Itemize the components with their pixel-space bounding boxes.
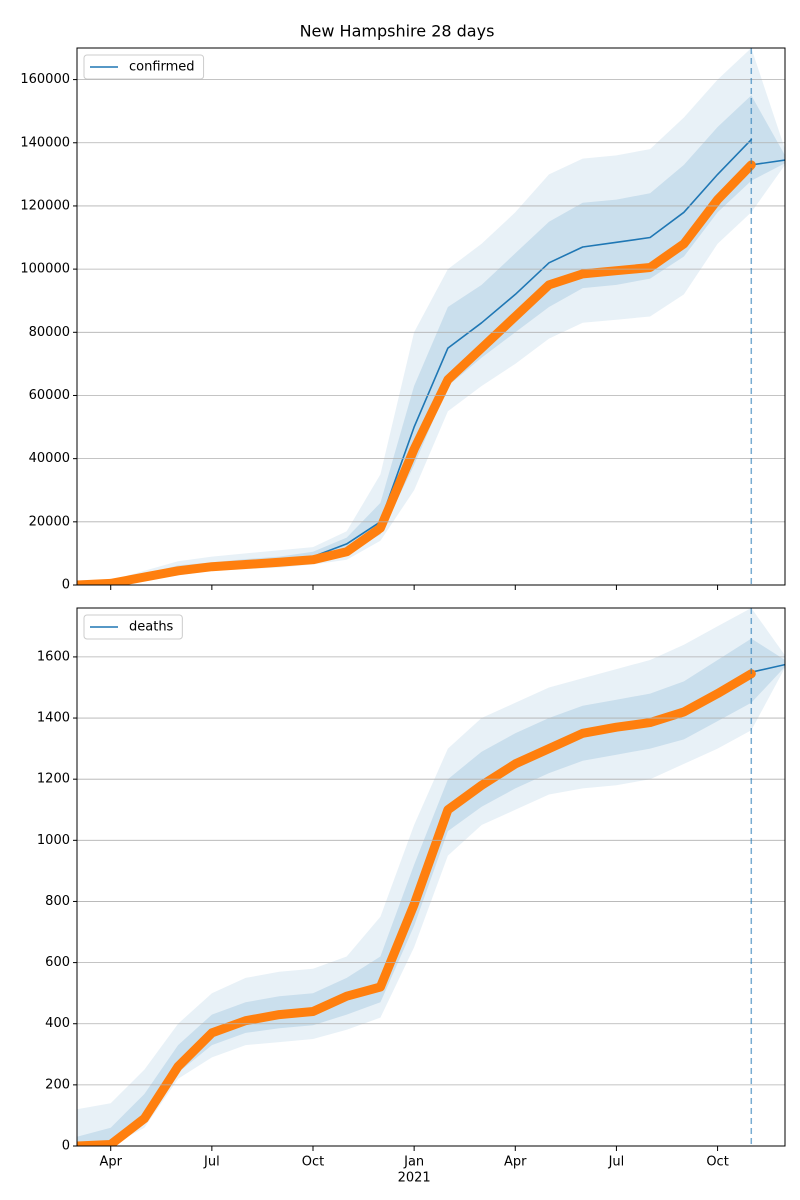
confidence-band (77, 95, 785, 585)
y-tick-label: 60000 (29, 388, 70, 403)
y-tick-label: 100000 (20, 262, 70, 277)
legend-box (83, 54, 205, 80)
y-tick-label: 600 (45, 955, 70, 970)
y-tick-label: 1400 (37, 711, 70, 726)
model-line (750, 663, 785, 673)
x-tick-label: Apr (99, 1155, 122, 1170)
x-tick-label: Jan (403, 1155, 424, 1170)
y-tick-label: 20000 (29, 514, 70, 529)
axes-frame (76, 47, 786, 586)
chart-title: New Hampshire 28 days (300, 22, 495, 41)
y-tick-label: 1600 (37, 649, 70, 664)
plot-area (77, 48, 785, 585)
confidence-band (77, 48, 785, 585)
legend-label: deaths (129, 620, 174, 635)
y-tick-label: 120000 (20, 198, 70, 213)
observed-points (77, 160, 756, 585)
legend-box (83, 614, 183, 640)
y-tick-label: 1000 (37, 833, 70, 848)
y-tick-label: 80000 (29, 325, 70, 340)
x-tick-label: Oct (706, 1155, 728, 1170)
y-tick-label: 800 (45, 894, 70, 909)
y-tick-label: 400 (45, 1016, 70, 1031)
y-tick-label: 0 (62, 1139, 70, 1154)
confidence-band (77, 608, 785, 1146)
observed-points (77, 669, 756, 1146)
x-year-label: 2021 (398, 1171, 431, 1186)
axes-frame (76, 607, 786, 1147)
x-tick-label: Jul (203, 1155, 220, 1170)
x-tick-label: Jul (608, 1155, 625, 1170)
y-tick-label: 40000 (29, 451, 70, 466)
y-tick-label: 140000 (20, 135, 70, 150)
y-tick-label: 160000 (20, 72, 70, 87)
legend-label: confirmed (129, 60, 195, 75)
y-tick-label: 0 (62, 578, 70, 593)
y-tick-label: 200 (45, 1077, 70, 1092)
x-tick-label: Oct (302, 1155, 324, 1170)
y-tick-label: 1200 (37, 772, 70, 787)
x-tick-label: Apr (504, 1155, 527, 1170)
model-line (750, 159, 785, 166)
